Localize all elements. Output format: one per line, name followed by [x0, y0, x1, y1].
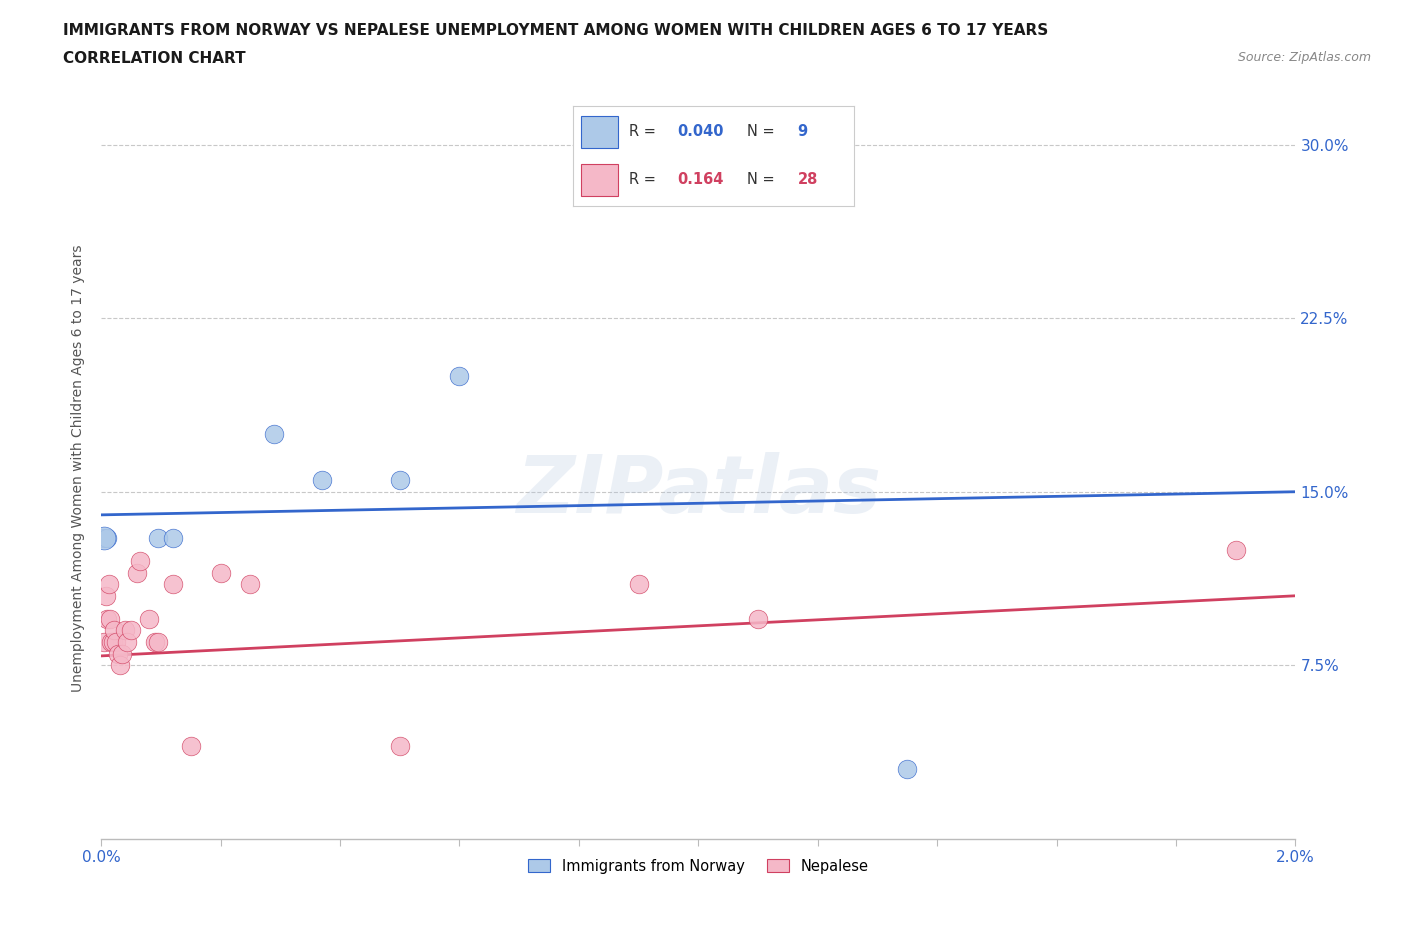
Point — [311, 472, 333, 487]
Point — [114, 623, 136, 638]
Text: ZIPatlas: ZIPatlas — [516, 452, 880, 530]
Point — [896, 762, 918, 777]
Point — [98, 577, 121, 591]
Point — [115, 634, 138, 649]
Point — [209, 565, 232, 580]
Point — [263, 427, 285, 442]
Text: Source: ZipAtlas.com: Source: ZipAtlas.com — [1237, 51, 1371, 64]
Point — [93, 634, 115, 649]
Point — [138, 611, 160, 626]
Point — [162, 577, 184, 591]
Point — [101, 634, 124, 649]
Point — [146, 530, 169, 545]
Point — [146, 634, 169, 649]
Point — [180, 738, 202, 753]
Point — [98, 611, 121, 626]
Point — [110, 658, 132, 672]
Point — [100, 634, 122, 649]
Point — [107, 646, 129, 661]
Text: IMMIGRANTS FROM NORWAY VS NEPALESE UNEMPLOYMENT AMONG WOMEN WITH CHILDREN AGES 6: IMMIGRANTS FROM NORWAY VS NEPALESE UNEMP… — [63, 23, 1049, 38]
Point — [143, 634, 166, 649]
Legend: Immigrants from Norway, Nepalese: Immigrants from Norway, Nepalese — [523, 853, 875, 880]
Point — [1225, 542, 1247, 557]
Point — [162, 530, 184, 545]
Point — [125, 565, 148, 580]
Point — [449, 368, 471, 383]
Text: CORRELATION CHART: CORRELATION CHART — [63, 51, 246, 66]
Point — [120, 623, 142, 638]
Point — [96, 530, 118, 545]
Point — [105, 634, 128, 649]
Point — [627, 577, 650, 591]
Point — [93, 530, 115, 545]
Point — [94, 589, 117, 604]
Point — [747, 611, 769, 626]
Point — [111, 646, 134, 661]
Y-axis label: Unemployment Among Women with Children Ages 6 to 17 years: Unemployment Among Women with Children A… — [72, 245, 86, 692]
Point — [103, 623, 125, 638]
Point — [388, 738, 411, 753]
Point — [129, 553, 152, 568]
Point — [239, 577, 262, 591]
Point — [93, 530, 115, 545]
Point — [388, 472, 411, 487]
Point — [96, 611, 118, 626]
